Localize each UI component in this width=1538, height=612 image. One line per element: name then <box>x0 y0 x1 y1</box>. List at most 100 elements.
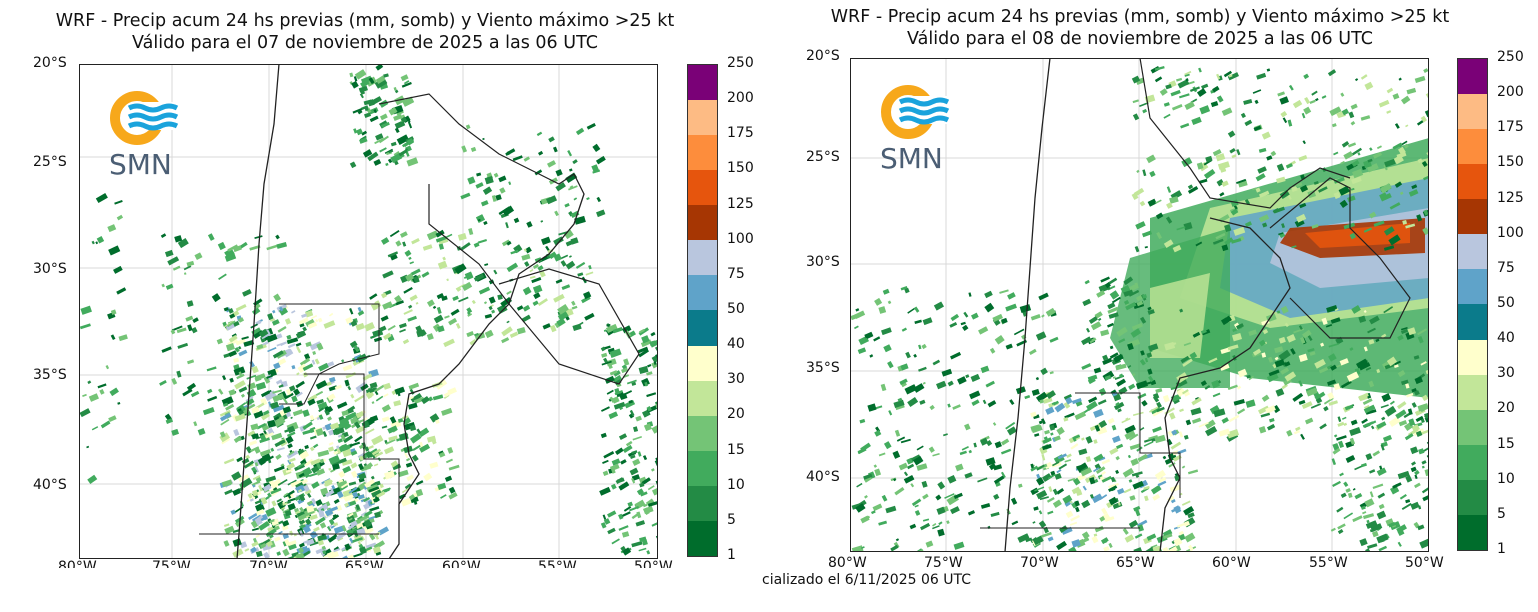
precip-cell <box>460 192 471 200</box>
precip-cell <box>1038 292 1049 301</box>
precip-cell <box>1071 486 1081 495</box>
precip-cell <box>928 446 935 453</box>
precip-cell <box>254 503 264 512</box>
precip-cell <box>968 449 972 454</box>
precip-cell <box>274 439 286 448</box>
precip-cell <box>238 474 250 483</box>
precip-cell <box>477 238 487 244</box>
precip-cell <box>1309 99 1316 104</box>
precip-cell <box>1393 364 1399 368</box>
precip-cell <box>474 332 479 337</box>
precip-cell <box>1183 222 1193 231</box>
precip-cell <box>1221 417 1229 424</box>
precip-cell <box>1414 482 1421 489</box>
precip-cell <box>1227 344 1239 351</box>
precip-cell <box>460 242 471 251</box>
precip-cell <box>484 175 494 185</box>
precip-cell <box>631 381 637 386</box>
precip-cell <box>557 311 569 321</box>
precip-cell <box>512 155 523 162</box>
precip-cell <box>491 195 497 202</box>
precip-cell <box>310 315 318 320</box>
precip-cell <box>311 498 317 505</box>
precip-cell <box>364 322 375 332</box>
precip-cell <box>298 547 304 554</box>
precip-cell <box>233 428 240 437</box>
precip-cell <box>1108 485 1118 492</box>
precip-cell <box>570 237 579 245</box>
precip-cell <box>1097 317 1102 322</box>
smn-logo-icon <box>881 85 952 139</box>
precip-cell <box>646 405 652 412</box>
precip-cell <box>354 435 363 443</box>
precip-cell <box>980 502 991 509</box>
precip-cell <box>400 74 409 82</box>
precip-cell <box>1399 494 1407 500</box>
precip-cell <box>362 373 373 381</box>
precip-cell <box>364 428 375 435</box>
precip-cell <box>1240 112 1246 119</box>
precip-cell <box>408 382 420 390</box>
precip-cell <box>1034 433 1040 437</box>
precip-cell <box>394 120 406 130</box>
precip-cell <box>309 414 315 421</box>
precip-cell <box>586 122 596 130</box>
smn-logo-icon <box>110 91 181 145</box>
precip-cell <box>553 146 558 153</box>
precip-cell <box>402 338 410 345</box>
precip-cell <box>358 546 367 555</box>
precip-cell <box>1176 388 1186 397</box>
precip-cell <box>293 388 301 396</box>
precip-cell <box>1351 176 1362 185</box>
precip-cell <box>1187 512 1195 519</box>
precip-cell <box>467 176 476 185</box>
precip-cell <box>612 327 623 334</box>
precip-cell <box>302 478 308 484</box>
map2-lat-label: 35°S <box>806 360 840 376</box>
precip-cell <box>601 360 612 366</box>
precip-cell <box>309 514 318 521</box>
precip-cell <box>1125 417 1129 421</box>
precip-cell <box>274 525 280 531</box>
precip-cell <box>979 437 989 446</box>
precip-cell <box>1395 409 1407 419</box>
precip-cell <box>1165 216 1173 224</box>
precip-cell <box>1146 154 1156 164</box>
precip-cell <box>1039 496 1049 501</box>
map2-title: WRF - Precip acum 24 hs previas (mm, som… <box>780 6 1500 50</box>
precip-cell <box>186 382 197 391</box>
precip-cell <box>635 520 646 527</box>
precip-cell <box>572 323 582 332</box>
precip-cell <box>337 537 344 542</box>
precip-cell <box>1368 380 1375 388</box>
precip-cell <box>610 483 617 490</box>
precip-cell <box>445 458 453 464</box>
precip-cell <box>117 402 121 405</box>
precip-cell <box>282 541 287 547</box>
precip-cell <box>919 399 926 405</box>
precip-cell <box>299 506 305 513</box>
precip-cell <box>600 432 607 439</box>
precip-cell <box>1135 221 1146 230</box>
precip-cell <box>290 480 302 488</box>
precip-cell <box>1340 160 1345 165</box>
precip-cell <box>448 486 456 494</box>
precip-cell <box>628 399 634 404</box>
map2-panel: SMN <box>850 58 1429 552</box>
precip-cell <box>1334 308 1339 312</box>
precip-cell <box>1236 178 1247 184</box>
colorbar-label: 125 <box>1497 189 1524 206</box>
precip-cell <box>612 374 623 384</box>
precip-cell <box>273 416 280 421</box>
precip-cell <box>1417 158 1423 164</box>
precip-cell <box>1331 458 1337 466</box>
colorbar-label: 250 <box>727 55 754 71</box>
precip-cell <box>944 493 955 499</box>
precip-cell <box>645 498 655 508</box>
precip-cell <box>963 311 969 318</box>
precip-cell <box>1358 315 1367 323</box>
precip-cell <box>882 288 890 295</box>
precip-cell <box>1103 546 1110 552</box>
precip-cell <box>1093 533 1098 537</box>
precip-cell <box>1278 336 1286 344</box>
